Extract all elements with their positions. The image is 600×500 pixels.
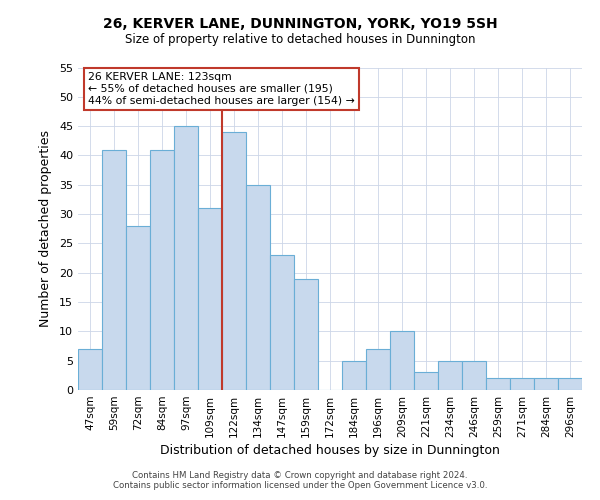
Bar [78,349,102,390]
Bar [414,372,438,390]
Text: 26 KERVER LANE: 123sqm
← 55% of detached houses are smaller (195)
44% of semi-de: 26 KERVER LANE: 123sqm ← 55% of detached… [88,72,355,106]
Y-axis label: Number of detached properties: Number of detached properties [39,130,52,327]
Bar [390,332,414,390]
X-axis label: Distribution of detached houses by size in Dunnington: Distribution of detached houses by size … [160,444,500,457]
Bar [126,226,150,390]
Bar [534,378,558,390]
Text: 26, KERVER LANE, DUNNINGTON, YORK, YO19 5SH: 26, KERVER LANE, DUNNINGTON, YORK, YO19 … [103,18,497,32]
Bar [510,378,534,390]
Bar [270,255,294,390]
Text: Contains public sector information licensed under the Open Government Licence v3: Contains public sector information licen… [113,481,487,490]
Bar [438,360,462,390]
Bar [246,185,270,390]
Bar [366,349,390,390]
Bar [558,378,582,390]
Bar [102,150,126,390]
Bar [294,278,318,390]
Bar [342,360,366,390]
Bar [462,360,486,390]
Text: Contains HM Land Registry data © Crown copyright and database right 2024.: Contains HM Land Registry data © Crown c… [132,471,468,480]
Bar [198,208,222,390]
Text: Size of property relative to detached houses in Dunnington: Size of property relative to detached ho… [125,32,475,46]
Bar [174,126,198,390]
Bar [486,378,510,390]
Bar [222,132,246,390]
Bar [150,150,174,390]
